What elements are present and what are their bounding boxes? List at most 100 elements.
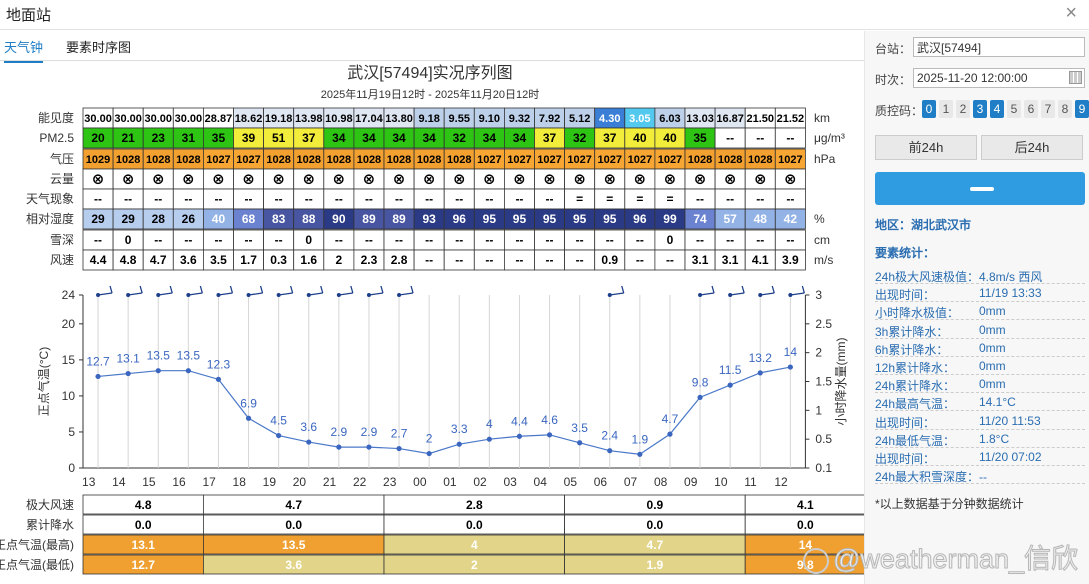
table-cell-value: -- [335,192,343,206]
wind-barb-shaft [790,292,805,296]
temperature-data-label: 4 [486,417,493,431]
tab-element-series[interactable]: 要素时序图 [66,40,132,55]
table-cell-value: 95 [543,212,557,226]
table-cell-value: 1027 [567,154,591,166]
table-cell-value: 1027 [778,154,802,166]
table-cell-value: 6.03 [659,113,680,125]
table-cell-value: 3.5 [210,253,227,267]
qc-code-8[interactable]: 8 [1058,100,1072,118]
wind-barb-shaft [699,292,715,296]
calendar-icon[interactable] [1069,71,1082,84]
qc-code-7[interactable]: 7 [1041,100,1055,118]
row-label: PM2.5 [39,131,74,145]
wind-barb-shaft [308,292,323,296]
summary-cell-value: 4.8 [135,498,152,512]
table-cell-value: 29 [91,212,105,226]
table-cell-value: -- [786,192,794,206]
table-cell-value: 95 [483,212,497,226]
temperature-point [276,432,282,439]
table-cell-value: 1027 [507,154,531,166]
qc-code-1[interactable]: 1 [939,100,953,118]
table-cell-value: 4.4 [90,253,107,267]
summary-cell-value: 4 [471,538,478,552]
table-cell-value: 37 [543,131,557,145]
x-tick-label: 13 [82,475,96,489]
x-tick-label: 20 [293,475,307,489]
table-cell-value: -- [636,253,644,267]
table-cell-value: = [636,192,643,206]
qc-code-4[interactable]: 4 [990,100,1004,118]
table-cell-value: 34 [483,131,497,145]
qc-code-6[interactable]: 6 [1024,100,1038,118]
x-tick-label: 15 [142,475,156,489]
temperature-point [215,376,222,382]
table-cell-value: ⊗ [694,171,707,188]
x-tick-label: 12 [774,475,788,489]
temperature-point [366,444,372,450]
temperature-point [306,439,312,445]
wind-barb-feather [410,285,414,294]
stats-note: *以上数据基于分钟数据统计 [875,497,1024,511]
table-cell-value: -- [786,131,794,145]
query-button[interactable] [875,172,1085,205]
table-cell-value: 17.04 [355,113,383,125]
close-icon[interactable]: × [1065,2,1077,24]
wind-barb-feather [621,285,625,294]
qc-code-2[interactable]: 2 [956,100,970,118]
stat-label: 24h最高气温： [875,397,956,412]
table-cell-value: 21.50 [746,113,774,125]
table-cell-value: -- [756,233,764,247]
stat-label: 出现时间： [875,288,936,303]
region-label: 地区：湖北武汉市 [875,218,972,232]
time-label: 时次： [875,73,912,87]
chart-area: 武汉[57494]实况序列图 2025年11月19日12时 - 2025年11月2… [0,64,864,575]
qc-code-3[interactable]: 3 [973,100,987,118]
table-cell-value: -- [515,192,523,206]
wind-barb-feather [380,285,384,294]
table-cell-value: 4.7 [150,253,167,267]
qc-code-0[interactable]: 0 [922,100,936,118]
table-cell-value: 40 [633,131,647,145]
x-tick-label: 10 [714,475,728,489]
table-cell-value: 34 [422,131,436,145]
tab-weather-clock[interactable]: 天气钟 [4,37,44,63]
table-cell-value: ⊗ [724,171,737,188]
table-cell-value: -- [245,192,253,206]
table-cell-value: -- [455,253,463,267]
table-cell-value: 34 [513,131,527,145]
x-tick-label: 01 [443,475,457,489]
temperature-data-label: 2 [426,432,433,446]
x-tick-label: 23 [383,475,397,489]
qc-code-5[interactable]: 5 [1007,100,1021,118]
table-cell-value: ⊗ [302,171,315,188]
y-tick-label: 10 [62,389,76,403]
table-cell-value: ⊗ [573,171,586,188]
temperature-data-label: 2.9 [361,425,378,439]
y2-tick-label: 3 [815,288,822,302]
y2-tick-label: 0.5 [815,432,832,446]
table-cell-value: 1027 [477,154,501,166]
table-cell-value: -- [576,253,584,267]
time-input[interactable] [913,68,1085,88]
stat-label: 出现时间： [875,415,936,430]
table-cell-value: 0 [125,233,132,247]
temperature-point [95,373,101,380]
station-input[interactable] [913,37,1085,57]
row-label: 风速 [50,253,74,267]
stat-label: 24h最大积雪深度：-- [875,470,988,485]
table-cell-value: -- [546,233,554,247]
table-cell-value: 3.05 [629,113,650,125]
qc-code-9[interactable]: 9 [1075,100,1089,118]
table-cell-value: 31 [182,131,196,145]
x-tick-label: 08 [654,475,668,489]
temperature-data-label: 4.7 [662,412,679,426]
prev-24h-button[interactable]: 前24h [875,135,977,160]
table-cell-value: 1028 [688,154,712,166]
stat-label: 6h累计降水： [875,342,949,357]
summary-cell-value: 4.7 [647,538,664,552]
table-cell-value: 95 [513,212,527,226]
table-cell-value: 32 [573,131,587,145]
next-24h-button[interactable]: 后24h [981,135,1083,160]
table-cell-value: -- [395,192,403,206]
